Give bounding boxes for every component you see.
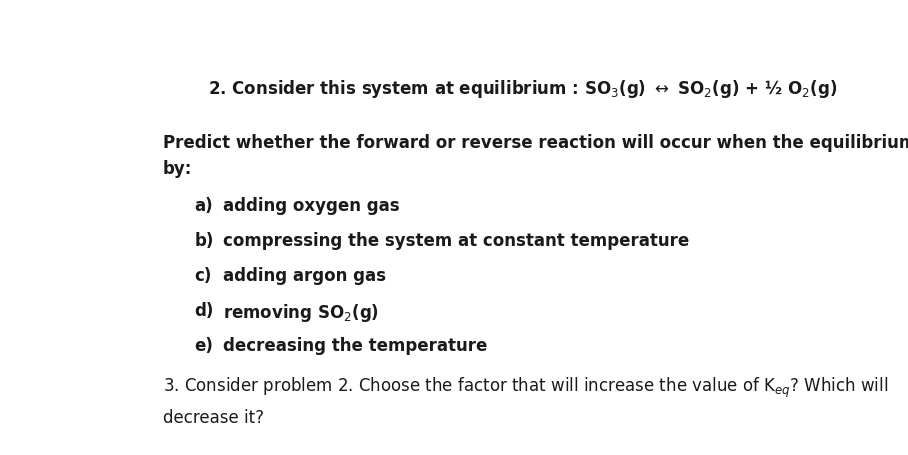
Text: adding oxygen gas: adding oxygen gas: [222, 197, 400, 214]
Text: a): a): [194, 197, 213, 214]
Text: 3. Consider problem 2. Choose the factor that will increase the value of K$_{eq}: 3. Consider problem 2. Choose the factor…: [163, 375, 888, 426]
Text: adding argon gas: adding argon gas: [222, 267, 386, 284]
Text: 2. Consider this system at equilibrium : SO$_3$(g) $\leftrightarrow$ SO$_2$(g) +: 2. Consider this system at equilibrium :…: [209, 77, 838, 99]
Text: removing SO$_2$(g): removing SO$_2$(g): [222, 302, 379, 324]
Text: e): e): [194, 337, 213, 354]
Text: decreasing the temperature: decreasing the temperature: [222, 337, 487, 354]
Text: d): d): [194, 302, 213, 319]
Text: Predict whether the forward or reverse reaction will occur when the equilibrium : Predict whether the forward or reverse r…: [163, 133, 908, 178]
Text: compressing the system at constant temperature: compressing the system at constant tempe…: [222, 232, 689, 249]
Text: b): b): [194, 232, 213, 249]
Text: c): c): [194, 267, 212, 284]
